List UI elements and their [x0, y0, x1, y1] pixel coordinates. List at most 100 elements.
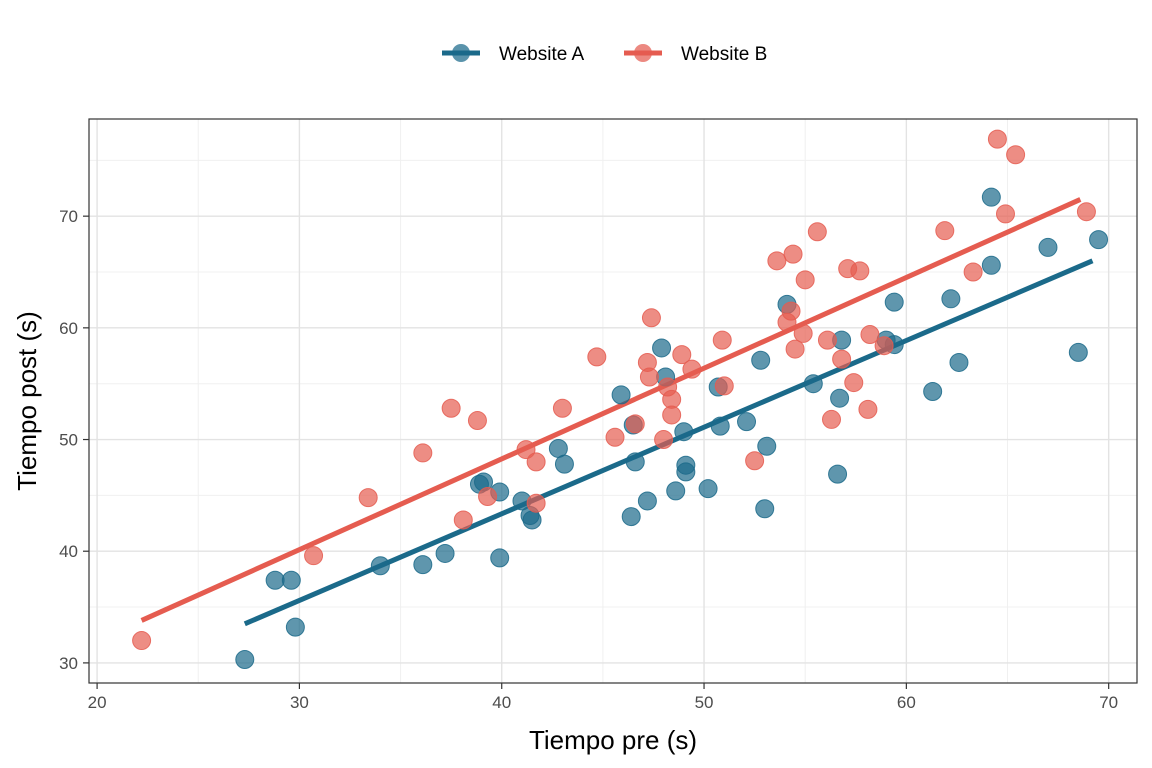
data-point-website-b [987, 129, 1007, 149]
data-point-website-b [822, 409, 842, 429]
data-point-website-b [963, 262, 983, 282]
data-point-website-b [516, 440, 536, 460]
y-axis-ticks: 30 40 50 60 70 [59, 207, 89, 673]
data-point-website-a [522, 510, 542, 530]
data-point-website-b [413, 443, 433, 463]
data-point-website-a [1038, 237, 1058, 257]
data-point-website-a [235, 650, 255, 670]
y-tick-label: 70 [59, 207, 78, 226]
data-point-website-b [767, 251, 787, 271]
data-point-website-a [281, 570, 301, 590]
y-tick-label: 40 [59, 542, 78, 561]
y-tick-label: 50 [59, 431, 78, 450]
legend: Website A Website B [442, 44, 767, 65]
x-tick-label: 50 [695, 693, 714, 712]
data-point-website-a [285, 617, 305, 637]
data-point-website-b [807, 222, 827, 242]
legend-item-website-b: Website B [624, 44, 767, 65]
y-axis-title: Tiempo post (s) [12, 311, 42, 491]
data-point-website-b [783, 244, 803, 264]
data-point-website-b [526, 452, 546, 472]
data-point-website-b [605, 427, 625, 447]
data-point-website-b [625, 414, 645, 434]
legend-key-point-website-b [634, 44, 652, 62]
data-point-website-b [745, 451, 765, 471]
data-point-website-b [441, 398, 461, 418]
data-point-website-a [1068, 342, 1088, 362]
data-point-website-b [654, 430, 674, 450]
data-point-website-a [1089, 230, 1109, 250]
data-point-website-a [674, 422, 694, 442]
data-point-website-a [265, 570, 285, 590]
data-point-website-a [490, 548, 510, 568]
data-point-website-a [923, 382, 943, 402]
data-point-website-a [949, 352, 969, 372]
trend-line-website-b [140, 197, 1082, 623]
data-point-website-b [639, 367, 659, 387]
data-point-website-a [666, 481, 686, 501]
x-axis-title: Tiempo pre (s) [529, 725, 697, 755]
data-point-website-b [682, 359, 702, 379]
data-point-website-b [1076, 202, 1096, 222]
data-point-website-a [828, 464, 848, 484]
data-point-website-b [526, 493, 546, 513]
data-point-website-b [662, 405, 682, 425]
data-point-website-b [467, 411, 487, 431]
data-point-website-a [710, 416, 730, 436]
minor-gridlines [89, 119, 1137, 683]
data-point-website-a [611, 385, 631, 405]
data-point-website-b [672, 345, 692, 365]
x-tick-label: 70 [1099, 693, 1118, 712]
data-point-website-b [817, 330, 837, 350]
data-point-website-a [884, 292, 904, 312]
data-point-website-b [781, 301, 801, 321]
data-point-website-a [625, 452, 645, 472]
legend-item-website-a: Website A [442, 44, 585, 65]
data-point-website-b [714, 376, 734, 396]
data-point-website-a [757, 436, 777, 456]
data-point-website-b [795, 270, 815, 290]
data-point-website-b [453, 510, 473, 530]
data-point-website-b [832, 349, 852, 369]
data-points [132, 129, 1109, 670]
data-point-website-b [1006, 145, 1026, 165]
data-point-website-b [552, 398, 572, 418]
data-point-website-a [370, 556, 390, 576]
data-point-website-a [554, 454, 574, 474]
x-axis-ticks: 20 30 40 50 60 70 [88, 683, 1118, 712]
data-point-website-b [587, 347, 607, 367]
data-point-website-a [981, 187, 1001, 207]
data-point-website-b [995, 204, 1015, 224]
data-point-website-a [981, 255, 1001, 275]
data-point-website-a [698, 479, 718, 499]
legend-label-website-b: Website B [681, 44, 767, 65]
x-tick-label: 60 [897, 693, 916, 712]
data-point-website-b [358, 488, 378, 508]
y-tick-label: 60 [59, 319, 78, 338]
x-tick-label: 20 [88, 693, 107, 712]
data-point-website-a [941, 289, 961, 309]
y-tick-label: 30 [59, 654, 78, 673]
data-point-website-b [935, 221, 955, 241]
data-point-website-a [676, 462, 696, 482]
data-point-website-a [737, 412, 757, 432]
legend-key-point-website-a [452, 44, 470, 62]
x-tick-label: 40 [492, 693, 511, 712]
data-point-website-a [621, 507, 641, 527]
data-point-website-b [712, 330, 732, 350]
data-point-website-b [850, 261, 870, 281]
data-point-website-b [304, 546, 324, 566]
data-point-website-b [478, 486, 498, 506]
data-point-website-a [751, 350, 771, 370]
data-point-website-b [874, 336, 894, 356]
data-point-website-a [830, 388, 850, 408]
data-point-website-b [860, 325, 880, 345]
data-point-website-a [803, 374, 823, 394]
data-point-website-a [637, 491, 657, 511]
data-point-website-a [755, 499, 775, 519]
data-point-website-b [844, 373, 864, 393]
data-point-website-b [858, 399, 878, 419]
data-point-website-b [641, 308, 661, 328]
plot-panel-border [88, 118, 1138, 684]
data-point-website-a [652, 338, 672, 358]
